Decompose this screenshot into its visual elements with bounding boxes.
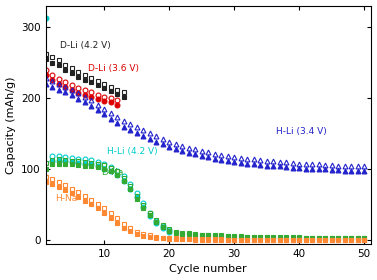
Text: H-Li (3.4 V): H-Li (3.4 V) <box>276 127 327 136</box>
Text: D-Na: D-Na <box>101 168 123 177</box>
Text: D-Li (3.6 V): D-Li (3.6 V) <box>88 64 139 73</box>
X-axis label: Cycle number: Cycle number <box>169 264 247 274</box>
Text: D-Li (4.2 V): D-Li (4.2 V) <box>60 41 111 50</box>
Y-axis label: Capacity (mAh/g): Capacity (mAh/g) <box>6 76 15 174</box>
Text: H-Na: H-Na <box>55 194 78 203</box>
Text: H-Li (4.2 V): H-Li (4.2 V) <box>107 147 158 156</box>
